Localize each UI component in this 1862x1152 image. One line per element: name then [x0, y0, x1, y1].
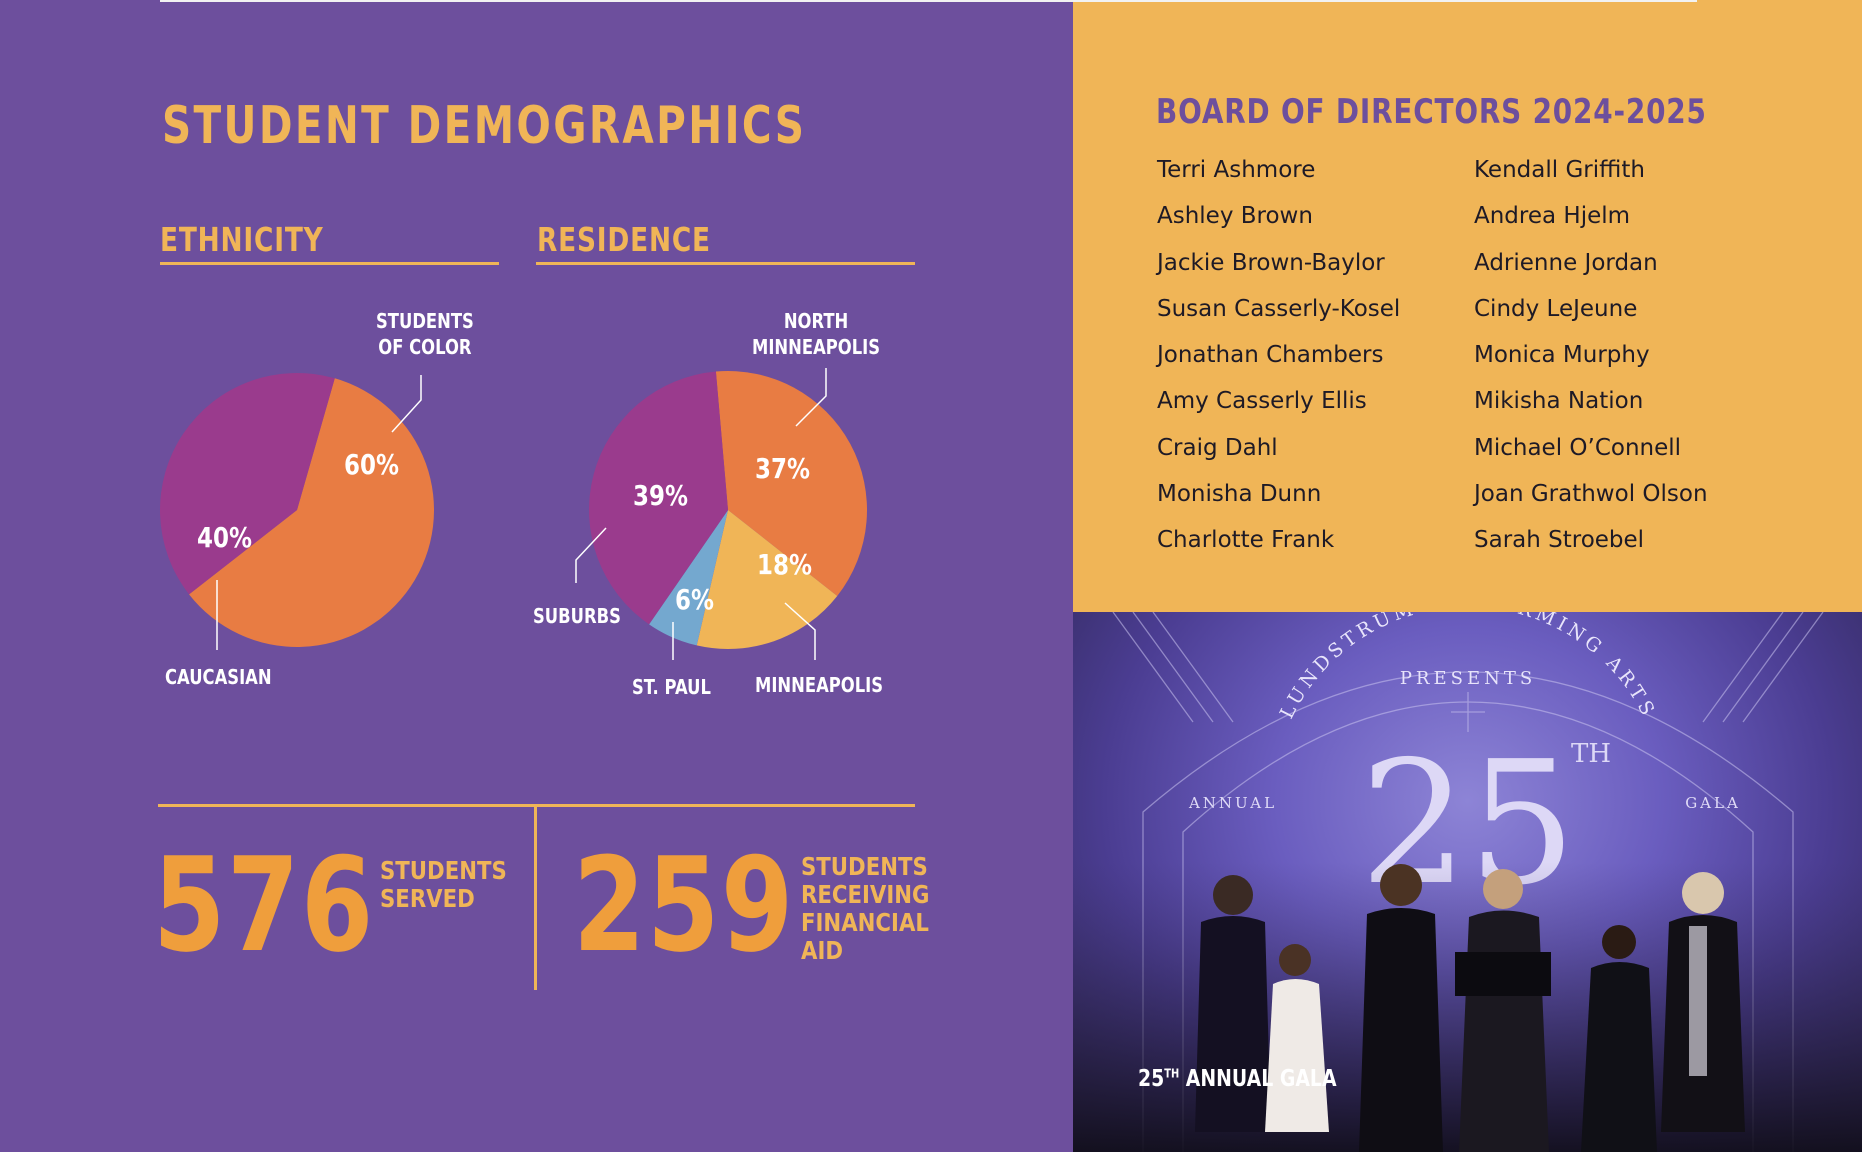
board-member: Susan Casserly-Kosel	[1157, 295, 1401, 322]
ethnicity-slice-students-of-color	[189, 378, 434, 648]
leader-suburbs	[575, 527, 607, 583]
gala-caption-number: 25	[1138, 1066, 1165, 1092]
label-students-of-color: STUDENTS OF COLOR	[376, 308, 474, 360]
label-caucasian: CAUCASIAN	[165, 665, 272, 689]
stats-top-rule	[158, 804, 915, 807]
pct-suburbs: 39%	[633, 479, 688, 512]
pct-minneapolis: 18%	[757, 548, 812, 581]
board-member: Monica Murphy	[1474, 342, 1650, 369]
page-title: STUDENT DEMOGRAPHICS	[162, 96, 807, 156]
ethnicity-rule	[160, 262, 499, 265]
pct-students-of-color: 60%	[344, 448, 399, 481]
person	[1195, 875, 1271, 1132]
board-member: Monisha Dunn	[1157, 481, 1322, 508]
board-member: Cindy LeJeune	[1474, 295, 1638, 322]
residence-slice-suburbs	[588, 371, 728, 625]
person	[1359, 864, 1443, 1152]
label-students-of-color-text: STUDENTS OF COLOR	[376, 309, 474, 359]
person	[1581, 925, 1657, 1152]
stat-students-served-label: STUDENTS SERVED	[380, 856, 507, 913]
music-stand	[1455, 952, 1551, 996]
leader-students-of-color	[391, 375, 422, 433]
label-st-paul: ST. PAUL	[632, 675, 711, 699]
label-north-minneapolis: NORTH MINNEAPOLIS	[752, 308, 880, 360]
residence-rule	[536, 262, 915, 265]
board-list-col2: Kendall Griffith Andrea Hjelm Adrienne J…	[1474, 150, 1708, 567]
board-member: Amy Casserly Ellis	[1157, 388, 1367, 415]
label-north-minneapolis-text: NORTH MINNEAPOLIS	[752, 309, 881, 359]
board-member: Andrea Hjelm	[1474, 203, 1631, 230]
residence-title: RESIDENCE	[537, 220, 711, 259]
board-list-col1: Terri Ashmore Ashley Brown Jackie Brown-…	[1157, 150, 1400, 567]
stats-divider	[534, 807, 537, 990]
pct-north-minneapolis: 37%	[755, 452, 810, 485]
person	[1661, 872, 1745, 1132]
residence-pie	[588, 371, 867, 649]
leader-minneapolis	[784, 602, 816, 660]
banner-gala: GALA	[1685, 794, 1741, 812]
performers	[1195, 864, 1745, 1152]
board-member: Jackie Brown-Baylor	[1157, 249, 1385, 276]
board-member: Ashley Brown	[1157, 203, 1313, 230]
banner-th: TH	[1571, 739, 1611, 769]
leader-lines	[216, 368, 827, 660]
board-member: Michael O’Connell	[1474, 434, 1682, 461]
top-rule	[160, 0, 1697, 2]
stat-students-served-number: 576	[153, 829, 375, 981]
board-member: Mikisha Nation	[1474, 388, 1644, 415]
board-member: Charlotte Frank	[1157, 527, 1335, 554]
board-member: Jonathan Chambers	[1157, 342, 1384, 369]
residence-slice-st-paul	[649, 510, 728, 646]
ethnicity-pie	[160, 372, 434, 648]
board-member: Craig Dahl	[1157, 434, 1278, 461]
board-member: Terri Ashmore	[1157, 157, 1316, 183]
stage-arch-lines	[1112, 612, 1824, 1152]
ethnicity-slice-caucasian	[160, 372, 335, 595]
board-member: Joan Grathwol Olson	[1474, 481, 1708, 508]
board-panel	[1073, 0, 1862, 612]
pct-st-paul: 6%	[675, 583, 714, 616]
ethnicity-title: ETHNICITY	[160, 220, 324, 259]
board-title: BOARD OF DIRECTORS 2024-2025	[1156, 92, 1707, 132]
board-member: Adrienne Jordan	[1474, 249, 1658, 276]
board-member: Kendall Griffith	[1474, 157, 1645, 183]
banner-annual: ANNUAL	[1188, 794, 1277, 812]
gala-caption-text: ANNUAL GALA	[1179, 1066, 1337, 1092]
stat-financial-aid-label: STUDENTS RECEIVING FINANCIAL AID	[801, 852, 930, 965]
banner-presents: PRESENTS	[1400, 668, 1536, 689]
label-minneapolis: MINNEAPOLIS	[755, 673, 884, 697]
pie-charts	[158, 368, 915, 990]
person	[1265, 944, 1329, 1132]
pct-caucasian: 40%	[197, 521, 252, 554]
stat-dividers	[158, 804, 915, 990]
residence-slice-minneapolis	[696, 510, 838, 649]
board-member: Sarah Stroebel	[1474, 527, 1645, 554]
leader-north-minneapolis	[795, 368, 827, 427]
label-suburbs: SUBURBS	[533, 604, 621, 628]
stat-financial-aid-number: 259	[573, 829, 795, 981]
gala-caption: 25TH ANNUAL GALA	[1138, 1066, 1337, 1092]
gala-caption-sup: TH	[1164, 1066, 1180, 1081]
residence-slice-north-minneapolis	[715, 371, 867, 596]
